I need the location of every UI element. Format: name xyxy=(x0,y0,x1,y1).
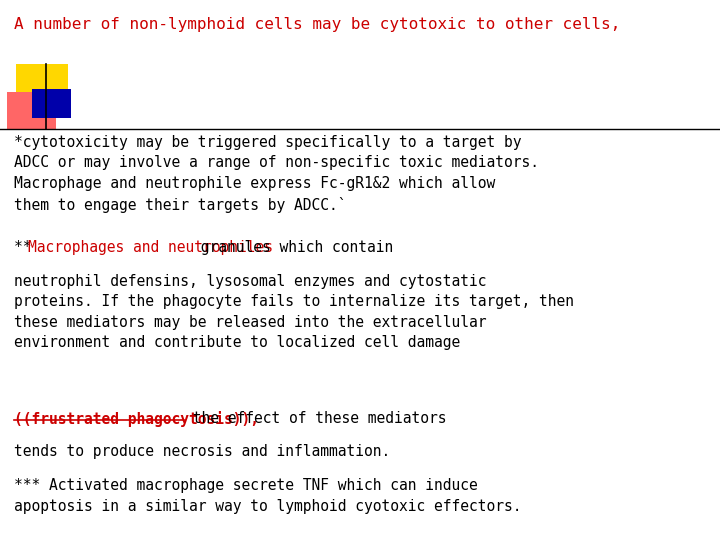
Text: granules which contain: granules which contain xyxy=(192,240,394,255)
Bar xyxy=(16,64,68,103)
Text: the effect of these mediators: the effect of these mediators xyxy=(184,411,446,426)
Text: *cytotoxicity may be triggered specifically to a target by
ADCC or may involve a: *cytotoxicity may be triggered specifica… xyxy=(14,135,539,213)
Text: **: ** xyxy=(14,240,40,255)
Text: A number of non-lymphoid cells may be cytotoxic to other cells,: A number of non-lymphoid cells may be cy… xyxy=(14,17,621,32)
Text: Macrophages and neutrophiles: Macrophages and neutrophiles xyxy=(29,240,274,255)
Text: *** Activated macrophage secrete TNF which can induce
apoptosis in a similar way: *** Activated macrophage secrete TNF whi… xyxy=(14,478,522,514)
Text: ((frustrated phagocytosis)),: ((frustrated phagocytosis)), xyxy=(14,411,259,427)
Text: tends to produce necrosis and inflammation.: tends to produce necrosis and inflammati… xyxy=(14,444,391,460)
Text: neutrophil defensins, lysosomal enzymes and cytostatic
proteins. If the phagocyt: neutrophil defensins, lysosomal enzymes … xyxy=(14,274,575,350)
Bar xyxy=(32,89,71,118)
Bar xyxy=(7,92,56,129)
